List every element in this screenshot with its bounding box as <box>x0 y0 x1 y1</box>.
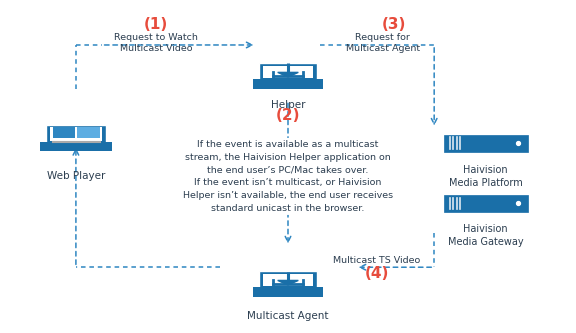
FancyBboxPatch shape <box>444 195 528 212</box>
Polygon shape <box>278 280 298 285</box>
FancyBboxPatch shape <box>77 127 100 138</box>
FancyBboxPatch shape <box>253 287 323 297</box>
Text: Multicast TS Video: Multicast TS Video <box>334 256 420 265</box>
Text: Haivision
Media Gateway: Haivision Media Gateway <box>448 224 524 247</box>
Text: Web Player: Web Player <box>47 171 105 181</box>
Text: Request for
Multicast Agent: Request for Multicast Agent <box>346 33 420 53</box>
Text: (4): (4) <box>365 266 389 281</box>
FancyBboxPatch shape <box>263 66 313 78</box>
FancyBboxPatch shape <box>52 127 75 138</box>
Text: (2): (2) <box>276 108 300 123</box>
FancyBboxPatch shape <box>50 128 102 141</box>
FancyBboxPatch shape <box>259 63 317 82</box>
FancyBboxPatch shape <box>40 142 112 151</box>
Text: Helper: Helper <box>271 101 305 111</box>
FancyBboxPatch shape <box>263 274 313 286</box>
Polygon shape <box>278 72 298 77</box>
Text: Haivision
Media Platform: Haivision Media Platform <box>449 165 522 188</box>
FancyBboxPatch shape <box>444 135 528 152</box>
Text: If the event is available as a multicast
stream, the Haivision Helper applicatio: If the event is available as a multicast… <box>183 140 393 213</box>
Text: Multicast Agent: Multicast Agent <box>247 311 329 321</box>
FancyBboxPatch shape <box>259 271 317 290</box>
FancyBboxPatch shape <box>253 79 323 89</box>
Text: (1): (1) <box>144 17 168 32</box>
Text: Request to Watch
Multicast Video: Request to Watch Multicast Video <box>114 33 198 53</box>
Text: (3): (3) <box>382 17 406 32</box>
FancyBboxPatch shape <box>46 125 106 144</box>
